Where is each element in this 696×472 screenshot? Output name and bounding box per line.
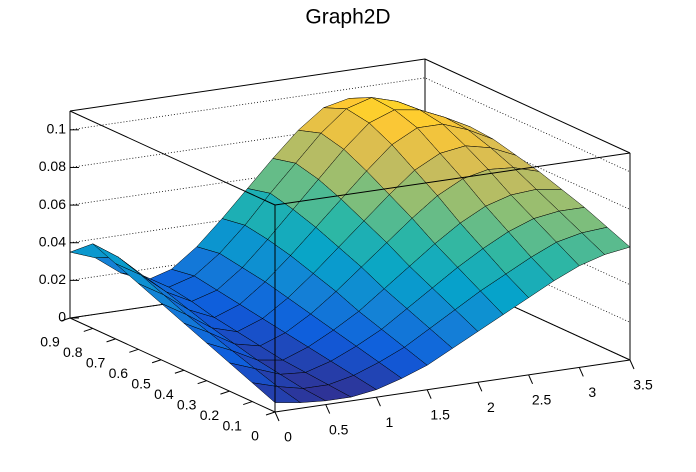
x-tick-label: 3 xyxy=(588,384,596,400)
x-tick xyxy=(274,411,280,422)
y-tick xyxy=(197,380,207,385)
y-tick-label: 0.6 xyxy=(109,365,129,381)
z-tick-label: 0.1 xyxy=(47,121,67,137)
x-tick-label: 1 xyxy=(386,414,394,430)
box-edge xyxy=(69,110,276,206)
y-tick xyxy=(60,317,71,322)
box-edge xyxy=(69,58,426,112)
y-tick xyxy=(220,390,230,395)
z-tick-label: 0.06 xyxy=(39,196,66,212)
y-tick xyxy=(151,359,162,364)
z-tick-label: 0.04 xyxy=(39,233,66,249)
y-tick xyxy=(83,327,93,332)
y-tick xyxy=(106,338,116,343)
y-tick-label: 0 xyxy=(251,428,259,444)
y-tick-label: 0.1 xyxy=(222,417,242,433)
x-tick-label: 0.5 xyxy=(329,421,349,437)
x-tick xyxy=(426,389,432,399)
surface-cell xyxy=(251,382,301,403)
x-tick xyxy=(477,382,483,392)
box-edge xyxy=(274,152,631,206)
box-edge xyxy=(69,317,276,413)
x-tick xyxy=(578,367,584,377)
x-tick xyxy=(325,404,331,414)
y-tick-label: 0.4 xyxy=(154,386,174,402)
y-tick-label: 0.9 xyxy=(40,334,60,350)
z-tick-label: 0.08 xyxy=(39,158,66,174)
y-tick-label: 0.8 xyxy=(63,344,83,360)
x-tick-label: 2 xyxy=(487,399,495,415)
y-tick xyxy=(243,401,253,406)
y-tick-label: 0.3 xyxy=(177,396,197,412)
x-tick xyxy=(375,396,381,407)
x-tick-label: 2.5 xyxy=(532,392,552,408)
x-tick-label: 1.5 xyxy=(430,406,450,422)
z-tick-label: 0.02 xyxy=(39,271,66,287)
x-tick xyxy=(629,359,635,370)
y-tick-label: 0.7 xyxy=(86,355,106,371)
y-tick xyxy=(265,411,276,416)
x-tick-label: 3.5 xyxy=(633,377,653,393)
box-edge xyxy=(424,58,631,154)
y-tick xyxy=(174,369,185,374)
chart-title: Graph2D xyxy=(305,6,390,29)
box-edge xyxy=(274,359,631,413)
x-tick-label: 0 xyxy=(284,429,292,445)
y-tick-label: 0.2 xyxy=(200,407,220,423)
x-tick xyxy=(528,374,534,385)
z-tick-label: 0 xyxy=(58,309,66,325)
y-tick-label: 0.5 xyxy=(131,375,151,391)
y-tick xyxy=(129,348,139,353)
